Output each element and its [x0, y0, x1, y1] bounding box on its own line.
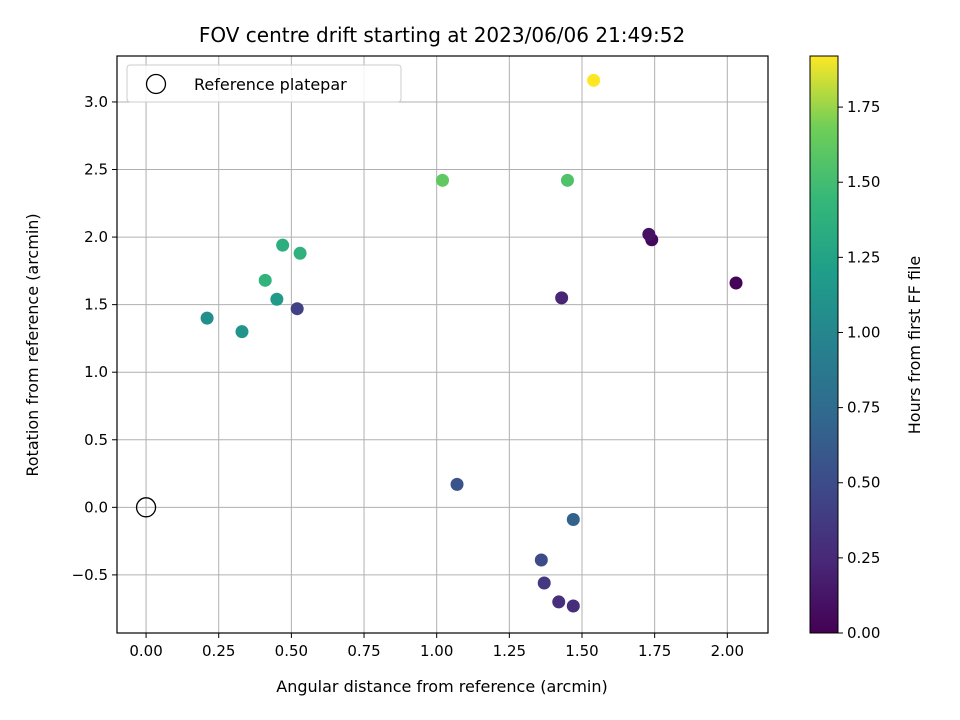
data-point — [200, 311, 214, 325]
data-point — [642, 227, 656, 241]
colorbar-tick-label: 1.75 — [847, 98, 880, 116]
x-tick-label: 1.50 — [565, 642, 598, 660]
colorbar-tick-label: 0.50 — [847, 474, 880, 492]
data-point — [270, 292, 284, 306]
data-point — [560, 173, 574, 187]
x-tick-label: 1.00 — [420, 642, 453, 660]
colorbar-tick-label: 1.50 — [847, 173, 880, 191]
colorbar-label: Hours from first FF file — [905, 256, 924, 435]
y-tick-label: −0.5 — [72, 566, 108, 584]
legend-marker-reference — [145, 73, 167, 95]
data-point — [566, 512, 580, 526]
colorbar-tick-label: 0.25 — [847, 549, 880, 567]
colorbar-tick-label: 1.00 — [847, 323, 880, 341]
colorbar — [809, 55, 839, 634]
x-tick-label: 2.00 — [711, 642, 744, 660]
data-point — [436, 173, 449, 187]
colorbar-ticks: 0.00 0.25 0.50 0.75 1.00 1.25 1.50 1.75 — [838, 98, 880, 642]
x-tick-label: 1.75 — [638, 642, 671, 660]
colorbar-tick-label: 1.25 — [847, 248, 880, 266]
data-point — [587, 73, 601, 87]
legend: Reference platepar — [126, 64, 402, 103]
data-point — [729, 276, 743, 290]
data-point — [450, 477, 464, 491]
grid-lines — [117, 56, 768, 633]
plot-frame — [116, 55, 769, 634]
reference-marker — [135, 497, 157, 518]
y-axis-label: Rotation from reference (arcmin) — [23, 213, 42, 476]
legend-label-reference: Reference platepar — [194, 75, 347, 94]
x-axis-ticks: 0.00 0.25 0.50 0.75 1.00 1.25 1.50 1.75 2.00 — [129, 633, 744, 660]
x-tick-label: 0.75 — [347, 642, 380, 660]
x-axis-label: Angular distance from reference (arcmin) — [276, 677, 607, 696]
data-point — [534, 553, 548, 567]
data-point — [555, 291, 569, 305]
colorbar-tick-label: 0.00 — [847, 624, 880, 642]
chart-title: FOV centre drift starting at 2023/06/06 … — [199, 23, 685, 47]
y-tick-label: 1.0 — [84, 363, 108, 381]
data-point — [276, 238, 290, 252]
y-tick-label: 2.0 — [84, 228, 108, 246]
data-point — [566, 599, 580, 613]
data-point — [293, 246, 307, 260]
x-tick-label: 0.25 — [202, 642, 235, 660]
data-point — [290, 302, 304, 316]
y-tick-label: 3.0 — [84, 93, 108, 111]
x-tick-label: 0.50 — [275, 642, 308, 660]
y-tick-label: 2.5 — [84, 161, 108, 179]
y-tick-label: 1.5 — [84, 296, 108, 314]
x-tick-label: 0.00 — [129, 642, 162, 660]
data-points — [135, 73, 743, 613]
colorbar-tick-label: 0.75 — [847, 399, 880, 417]
legend-box — [126, 64, 402, 103]
data-point — [258, 273, 272, 287]
data-point — [552, 595, 566, 609]
y-axis-ticks: −0.5 0.0 0.5 1.0 1.5 2.0 2.5 3.0 — [72, 93, 117, 584]
y-tick-label: 0.0 — [84, 498, 108, 516]
data-point — [235, 325, 249, 339]
x-tick-label: 1.25 — [493, 642, 526, 660]
y-tick-label: 0.5 — [84, 431, 108, 449]
data-point — [537, 576, 551, 590]
